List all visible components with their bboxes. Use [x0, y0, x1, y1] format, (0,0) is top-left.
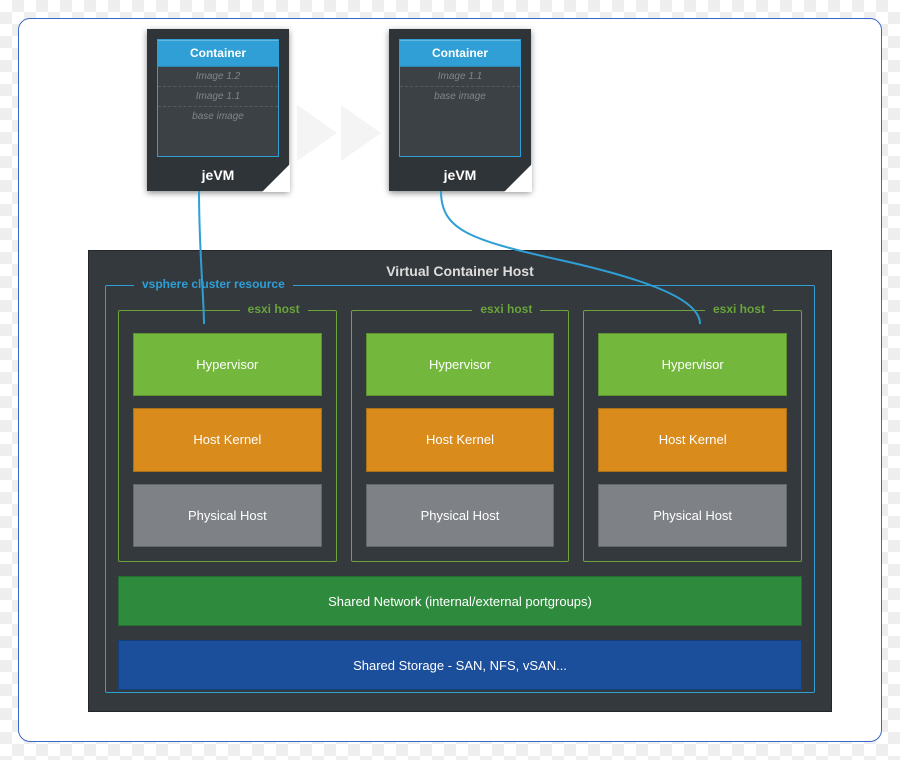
- arrow-icon: [341, 105, 381, 161]
- esxi-host: esxi host Hypervisor Host Kernel Physica…: [118, 310, 337, 562]
- vsphere-cluster: vsphere cluster resource esxi host Hyper…: [105, 285, 815, 693]
- container-box: Container Image 1.1 base image: [399, 39, 521, 157]
- jevm-name: jeVM: [389, 167, 531, 183]
- esxi-host: esxi host Hypervisor Host Kernel Physica…: [583, 310, 802, 562]
- esxi-host: esxi host Hypervisor Host Kernel Physica…: [351, 310, 570, 562]
- shared-storage-bar: Shared Storage - SAN, NFS, vSAN...: [118, 640, 802, 690]
- physical-host-block: Physical Host: [133, 484, 322, 547]
- host-kernel-block: Host Kernel: [133, 408, 322, 471]
- jevm-card: Container Image 1.2 Image 1.1 base image…: [147, 29, 289, 191]
- image-layer: Image 1.2: [158, 67, 278, 87]
- image-layer: Image 1.1: [400, 67, 520, 87]
- container-header: Container: [400, 40, 520, 67]
- jevm-card: Container Image 1.1 base image jeVM: [389, 29, 531, 191]
- image-layer: Image 1.1: [158, 87, 278, 107]
- jevm-name: jeVM: [147, 167, 289, 183]
- host-kernel-block: Host Kernel: [366, 408, 555, 471]
- hypervisor-block: Hypervisor: [133, 333, 322, 396]
- hypervisor-block: Hypervisor: [366, 333, 555, 396]
- image-layer: base image: [400, 87, 520, 106]
- hypervisor-block: Hypervisor: [598, 333, 787, 396]
- container-box: Container Image 1.2 Image 1.1 base image: [157, 39, 279, 157]
- esxi-hosts-row: esxi host Hypervisor Host Kernel Physica…: [118, 310, 802, 562]
- image-layer: base image: [158, 107, 278, 126]
- arrow-icon: [297, 105, 337, 161]
- esxi-legend: esxi host: [240, 302, 308, 316]
- shared-network-bar: Shared Network (internal/external portgr…: [118, 576, 802, 626]
- physical-host-block: Physical Host: [598, 484, 787, 547]
- virtual-container-host: Virtual Container Host vsphere cluster r…: [89, 251, 831, 711]
- container-header: Container: [158, 40, 278, 67]
- cluster-legend: vsphere cluster resource: [134, 277, 293, 291]
- physical-host-block: Physical Host: [366, 484, 555, 547]
- diagram-frame: Container Image 1.2 Image 1.1 base image…: [18, 18, 882, 742]
- esxi-legend: esxi host: [472, 302, 540, 316]
- esxi-legend: esxi host: [705, 302, 773, 316]
- host-kernel-block: Host Kernel: [598, 408, 787, 471]
